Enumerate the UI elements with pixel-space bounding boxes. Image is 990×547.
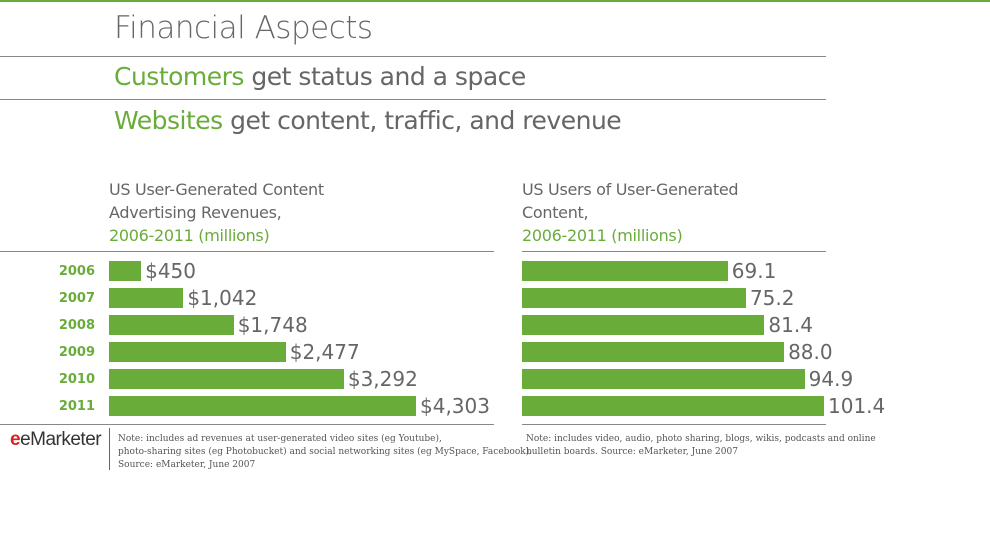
data-label: 94.9	[808, 367, 854, 391]
chart-bottom-rule	[522, 424, 826, 425]
chart-note: Note: includes video, audio, photo shari…	[526, 433, 876, 459]
chart-top-rule	[0, 251, 494, 252]
bar-2009	[522, 342, 785, 362]
chart-note: Note: includes ad revenues at user-gener…	[118, 433, 532, 472]
bar-2010	[109, 369, 344, 389]
data-label: 69.1	[731, 259, 777, 283]
year-label: 2008	[58, 318, 95, 333]
note-line: Note: includes video, audio, photo shari…	[526, 434, 876, 444]
chart-title: US User-Generated Content Advertising Rev…	[109, 178, 324, 247]
bar-2007	[109, 288, 184, 308]
bar-2007	[522, 288, 746, 308]
bar-2006	[109, 261, 142, 281]
divider	[109, 428, 110, 470]
data-label: 75.2	[749, 286, 795, 310]
top-accent-line	[0, 0, 990, 2]
data-label: 101.4	[828, 394, 886, 418]
emarketer-logo: eeMarketer	[10, 429, 102, 450]
page-title: Financial Aspects	[114, 10, 373, 46]
text: get status and a space	[243, 62, 526, 91]
note-line: Note: includes ad revenues at user-gener…	[118, 434, 442, 444]
chart-title-line: Content,	[522, 203, 589, 222]
highlight: Websites	[114, 106, 223, 135]
note-line: bulletin boards. Source: eMarketer, June…	[526, 447, 738, 457]
data-label: $2,477	[289, 340, 360, 364]
subtitle-customers: Customers get status and a space	[114, 62, 526, 91]
year-label: 2011	[58, 399, 95, 414]
chart-top-rule	[522, 251, 826, 252]
data-label: 88.0	[788, 340, 833, 364]
divider	[0, 99, 826, 100]
text: get content, traffic, and revenue	[222, 106, 622, 135]
subtitle-websites: Websites get content, traffic, and reven…	[114, 106, 622, 135]
chart-title-line: US User-Generated Content	[109, 180, 324, 199]
bar-2011	[522, 396, 824, 416]
bar-2008	[522, 315, 765, 335]
data-label: $1,748	[237, 313, 308, 337]
bar-2006	[522, 261, 728, 281]
year-label: 2007	[58, 291, 95, 306]
bar-2008	[109, 315, 234, 335]
chart-subtitle: 2006-2011 (millions)	[522, 226, 683, 245]
data-label: $450	[145, 259, 196, 283]
bar-2009	[109, 342, 286, 362]
chart-title-line: Advertising Revenues,	[109, 203, 282, 222]
note-line: Source: eMarketer, June 2007	[118, 460, 256, 470]
chart-subtitle: 2006-2011 (millions)	[109, 226, 270, 245]
bar-2011	[109, 396, 416, 416]
year-label: 2010	[58, 372, 95, 387]
bar-2010	[522, 369, 805, 389]
year-label: 2009	[58, 345, 95, 360]
data-label: 81.4	[768, 313, 813, 337]
chart-title-line: US Users of User-Generated	[522, 180, 739, 199]
chart-bottom-rule	[0, 424, 494, 425]
year-label: 2006	[58, 264, 95, 279]
data-label: $1,042	[187, 286, 258, 310]
divider	[0, 56, 826, 57]
data-label: $3,292	[347, 367, 418, 391]
note-line: photo-sharing sites (eg Photobucket) and…	[118, 447, 533, 457]
highlight: Customers	[114, 62, 244, 91]
chart-title: US Users of User-Generated Content, 2006-2…	[522, 178, 739, 247]
logo-text: eMarketer	[20, 429, 102, 450]
data-label: $4,303	[420, 394, 490, 418]
